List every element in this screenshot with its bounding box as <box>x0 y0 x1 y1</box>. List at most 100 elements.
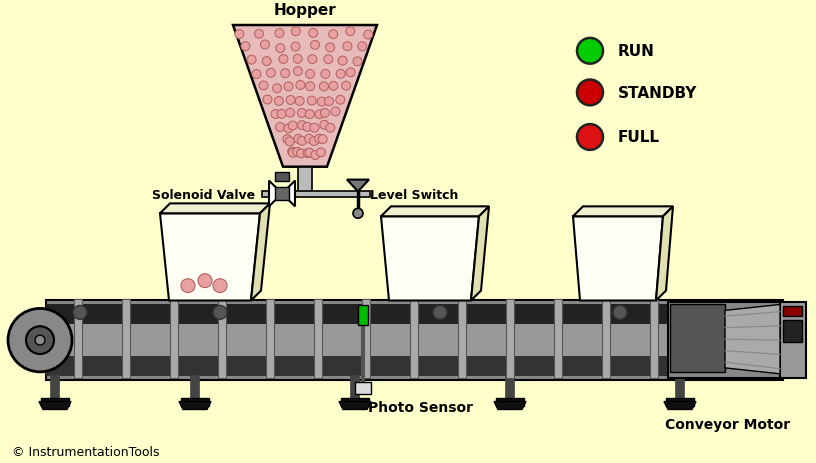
Polygon shape <box>160 214 260 301</box>
FancyBboxPatch shape <box>362 299 370 378</box>
Polygon shape <box>347 180 369 192</box>
Ellipse shape <box>346 69 355 78</box>
FancyBboxPatch shape <box>275 187 289 201</box>
Ellipse shape <box>307 97 317 106</box>
Ellipse shape <box>271 110 280 119</box>
Circle shape <box>213 306 227 319</box>
Ellipse shape <box>364 31 373 40</box>
Ellipse shape <box>274 97 283 106</box>
FancyBboxPatch shape <box>554 299 562 378</box>
FancyBboxPatch shape <box>410 299 418 378</box>
Circle shape <box>8 309 72 372</box>
FancyBboxPatch shape <box>74 299 82 378</box>
FancyBboxPatch shape <box>314 299 322 378</box>
FancyBboxPatch shape <box>46 325 708 356</box>
Ellipse shape <box>296 150 306 158</box>
Ellipse shape <box>309 138 318 146</box>
Circle shape <box>181 279 195 293</box>
Polygon shape <box>666 398 694 406</box>
Polygon shape <box>494 402 526 410</box>
Polygon shape <box>341 398 369 406</box>
FancyBboxPatch shape <box>266 299 274 378</box>
Ellipse shape <box>255 30 264 39</box>
Ellipse shape <box>297 109 306 118</box>
Ellipse shape <box>317 149 326 157</box>
FancyBboxPatch shape <box>783 307 802 317</box>
Ellipse shape <box>276 44 285 53</box>
Ellipse shape <box>284 83 293 92</box>
Ellipse shape <box>305 149 314 158</box>
Text: © InstrumentationTools: © InstrumentationTools <box>12 444 159 457</box>
Circle shape <box>353 209 363 219</box>
Text: FULL: FULL <box>618 130 660 145</box>
Polygon shape <box>179 402 211 410</box>
Ellipse shape <box>303 123 312 132</box>
Polygon shape <box>573 217 663 301</box>
Circle shape <box>213 279 227 293</box>
Ellipse shape <box>291 28 300 37</box>
Ellipse shape <box>306 83 315 92</box>
Circle shape <box>73 306 87 319</box>
Ellipse shape <box>310 41 320 50</box>
Ellipse shape <box>298 121 307 130</box>
Ellipse shape <box>325 98 334 106</box>
FancyBboxPatch shape <box>122 299 130 378</box>
Ellipse shape <box>353 58 362 67</box>
Polygon shape <box>573 207 673 217</box>
FancyBboxPatch shape <box>262 191 370 198</box>
Ellipse shape <box>259 82 268 91</box>
Ellipse shape <box>306 70 315 79</box>
Ellipse shape <box>305 110 314 119</box>
Ellipse shape <box>279 56 288 64</box>
Ellipse shape <box>252 70 261 79</box>
FancyBboxPatch shape <box>602 299 610 378</box>
Polygon shape <box>656 207 673 301</box>
Ellipse shape <box>293 148 302 157</box>
Ellipse shape <box>284 125 293 133</box>
Polygon shape <box>39 402 71 410</box>
FancyBboxPatch shape <box>358 306 368 325</box>
FancyBboxPatch shape <box>506 299 514 378</box>
FancyBboxPatch shape <box>46 356 708 376</box>
Polygon shape <box>298 167 312 194</box>
Ellipse shape <box>320 121 329 130</box>
Circle shape <box>26 326 54 354</box>
Ellipse shape <box>260 41 269 50</box>
Ellipse shape <box>294 68 303 76</box>
Ellipse shape <box>295 97 304 106</box>
Polygon shape <box>381 207 489 217</box>
Text: Level Switch: Level Switch <box>370 188 459 201</box>
Ellipse shape <box>336 70 345 79</box>
Text: Photo Sensor: Photo Sensor <box>368 400 473 413</box>
Circle shape <box>577 81 603 106</box>
Ellipse shape <box>308 30 317 38</box>
Ellipse shape <box>283 135 292 144</box>
Text: Solenoid Valve: Solenoid Valve <box>152 188 255 201</box>
FancyBboxPatch shape <box>783 320 802 342</box>
Ellipse shape <box>342 82 351 91</box>
Circle shape <box>35 336 45 345</box>
Text: Conveyor Motor: Conveyor Motor <box>665 418 791 432</box>
Ellipse shape <box>288 122 297 131</box>
Ellipse shape <box>241 43 250 51</box>
Polygon shape <box>282 181 295 207</box>
Ellipse shape <box>343 43 352 51</box>
Ellipse shape <box>298 137 307 146</box>
Ellipse shape <box>281 69 290 78</box>
Ellipse shape <box>346 28 355 37</box>
Ellipse shape <box>326 124 335 133</box>
Ellipse shape <box>266 69 275 78</box>
Ellipse shape <box>286 138 295 147</box>
FancyBboxPatch shape <box>650 299 658 378</box>
Polygon shape <box>41 398 69 406</box>
FancyBboxPatch shape <box>46 305 708 325</box>
Ellipse shape <box>326 44 335 53</box>
Polygon shape <box>339 402 371 410</box>
Ellipse shape <box>329 82 338 91</box>
Ellipse shape <box>235 31 244 39</box>
FancyBboxPatch shape <box>780 303 806 378</box>
Text: RUN: RUN <box>618 44 655 59</box>
FancyBboxPatch shape <box>275 172 289 181</box>
Ellipse shape <box>275 30 284 38</box>
Ellipse shape <box>329 31 338 39</box>
